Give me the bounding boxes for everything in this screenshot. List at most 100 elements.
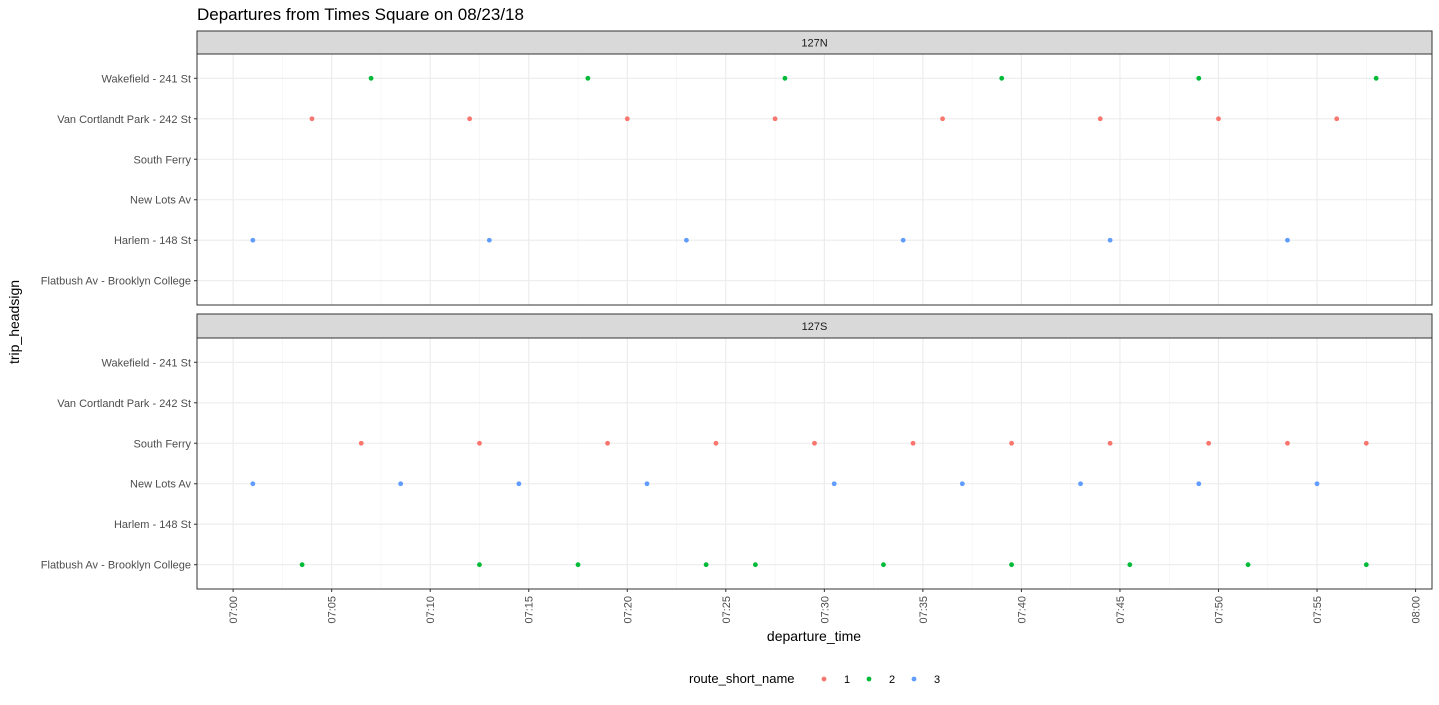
series-route-1 <box>358 440 1369 446</box>
data-point <box>1216 116 1221 122</box>
y-tick-label: New Lots Av <box>130 195 191 207</box>
data-point <box>1334 116 1340 122</box>
data-point <box>1373 75 1379 81</box>
facet-panels: 127N Wakefield - 241 St Van Cortlandt Park… <box>41 30 1433 590</box>
x-axis: 07:00 07:05 07:10 07:15 07:20 07:25 07:30 07:35… <box>228 589 1423 624</box>
series-route-2 <box>299 562 1369 568</box>
data-point <box>358 440 364 446</box>
y-tick-label: Wakefield - 241 St <box>102 357 191 369</box>
data-point <box>999 75 1005 81</box>
y-tick-label: Van Cortlandt Park - 242 St <box>57 398 191 410</box>
data-point <box>812 440 817 446</box>
data-point <box>575 562 581 568</box>
legend-label: 1 <box>844 674 850 686</box>
data-point <box>477 440 482 446</box>
legend-title: route_short_name <box>689 671 795 686</box>
data-point <box>752 562 758 568</box>
data-point <box>713 440 719 446</box>
data-point <box>1078 481 1083 487</box>
y-tick-label: Van Cortlandt Park - 242 St <box>57 114 191 126</box>
data-point <box>1206 440 1212 446</box>
x-tick-label: 07:10 <box>425 596 437 624</box>
data-point <box>644 481 650 487</box>
data-point <box>910 440 916 446</box>
x-axis-title: departure_time <box>767 628 861 644</box>
x-tick-label: 07:25 <box>721 596 733 624</box>
data-point <box>605 440 610 446</box>
panel-border <box>196 53 1433 306</box>
facet-panel-127S: 127S Wakefield - 241 St Van Cortlandt Park… <box>41 313 1433 590</box>
legend: route_short_name 1 2 3 <box>689 671 940 686</box>
panel-background <box>197 338 1432 589</box>
x-tick-label: 07:15 <box>524 596 536 624</box>
x-tick-label: 07:30 <box>819 596 831 624</box>
legend-key <box>821 676 827 682</box>
data-point <box>624 116 630 122</box>
data-point <box>467 116 473 122</box>
y-tick-label: Flatbush Av - Brooklyn College <box>41 276 191 288</box>
data-point <box>782 75 788 81</box>
data-point <box>1245 562 1251 568</box>
series-route-3 <box>250 481 1320 487</box>
series-route-3 <box>250 237 1290 243</box>
data-point <box>1196 481 1202 487</box>
data-point <box>881 562 886 568</box>
panel-border <box>196 337 1433 590</box>
data-point <box>1009 440 1014 446</box>
data-point <box>1097 116 1103 122</box>
legend-key <box>911 676 917 682</box>
data-point <box>1285 440 1290 446</box>
data-point <box>309 116 315 122</box>
panel-background <box>197 54 1432 305</box>
facet-strip-label: 127S <box>802 321 828 333</box>
x-tick-label: 07:40 <box>1016 596 1028 624</box>
data-point <box>1314 481 1320 487</box>
y-tick-label: Harlem - 148 St <box>114 519 191 531</box>
x-tick-label: 07:00 <box>228 596 240 624</box>
data-point <box>516 481 522 487</box>
data-point <box>1285 237 1290 243</box>
data-point <box>250 481 256 487</box>
data-point <box>585 75 591 81</box>
data-point <box>1363 562 1369 568</box>
y-tick-label: Wakefield - 241 St <box>102 73 191 85</box>
y-tick-label: New Lots Av <box>130 479 191 491</box>
x-tick-label: 07:20 <box>622 596 634 624</box>
data-point <box>772 116 778 122</box>
x-tick-label: 08:00 <box>1411 596 1423 624</box>
data-point <box>1196 75 1202 81</box>
x-tick-label: 07:05 <box>327 596 339 624</box>
facet-panel-127N: 127N Wakefield - 241 St Van Cortlandt Park… <box>41 30 1433 306</box>
data-point <box>1363 440 1369 446</box>
data-point <box>1107 237 1113 243</box>
data-point <box>900 237 906 243</box>
y-tick-label: South Ferry <box>134 154 192 166</box>
y-tick-label: South Ferry <box>134 438 192 450</box>
data-point <box>486 237 492 243</box>
legend-entry-1: 1 <box>821 674 850 686</box>
legend-key <box>866 676 872 682</box>
legend-entry-3: 3 <box>911 674 940 686</box>
y-tick-label: Flatbush Av - Brooklyn College <box>41 560 191 572</box>
x-tick-label: 07:50 <box>1214 596 1226 624</box>
data-point <box>959 481 965 487</box>
data-point <box>299 562 305 568</box>
data-point <box>703 562 709 568</box>
data-point <box>1127 562 1133 568</box>
series-route-1 <box>309 116 1340 122</box>
data-point <box>1107 440 1113 446</box>
legend-label: 2 <box>889 674 895 686</box>
data-point <box>398 481 404 487</box>
x-tick-label: 07:45 <box>1115 596 1127 624</box>
legend-label: 3 <box>934 674 940 686</box>
series-route-2 <box>368 75 1379 81</box>
y-tick-label: Harlem - 148 St <box>114 235 191 247</box>
x-tick-label: 07:55 <box>1312 596 1324 624</box>
data-point <box>477 562 482 568</box>
data-point <box>831 481 837 487</box>
facet-strip <box>196 313 1433 339</box>
legend-entry-2: 2 <box>866 674 895 686</box>
y-axis-title: trip_headsign <box>6 280 22 364</box>
data-point <box>940 116 945 122</box>
data-point <box>368 75 374 81</box>
